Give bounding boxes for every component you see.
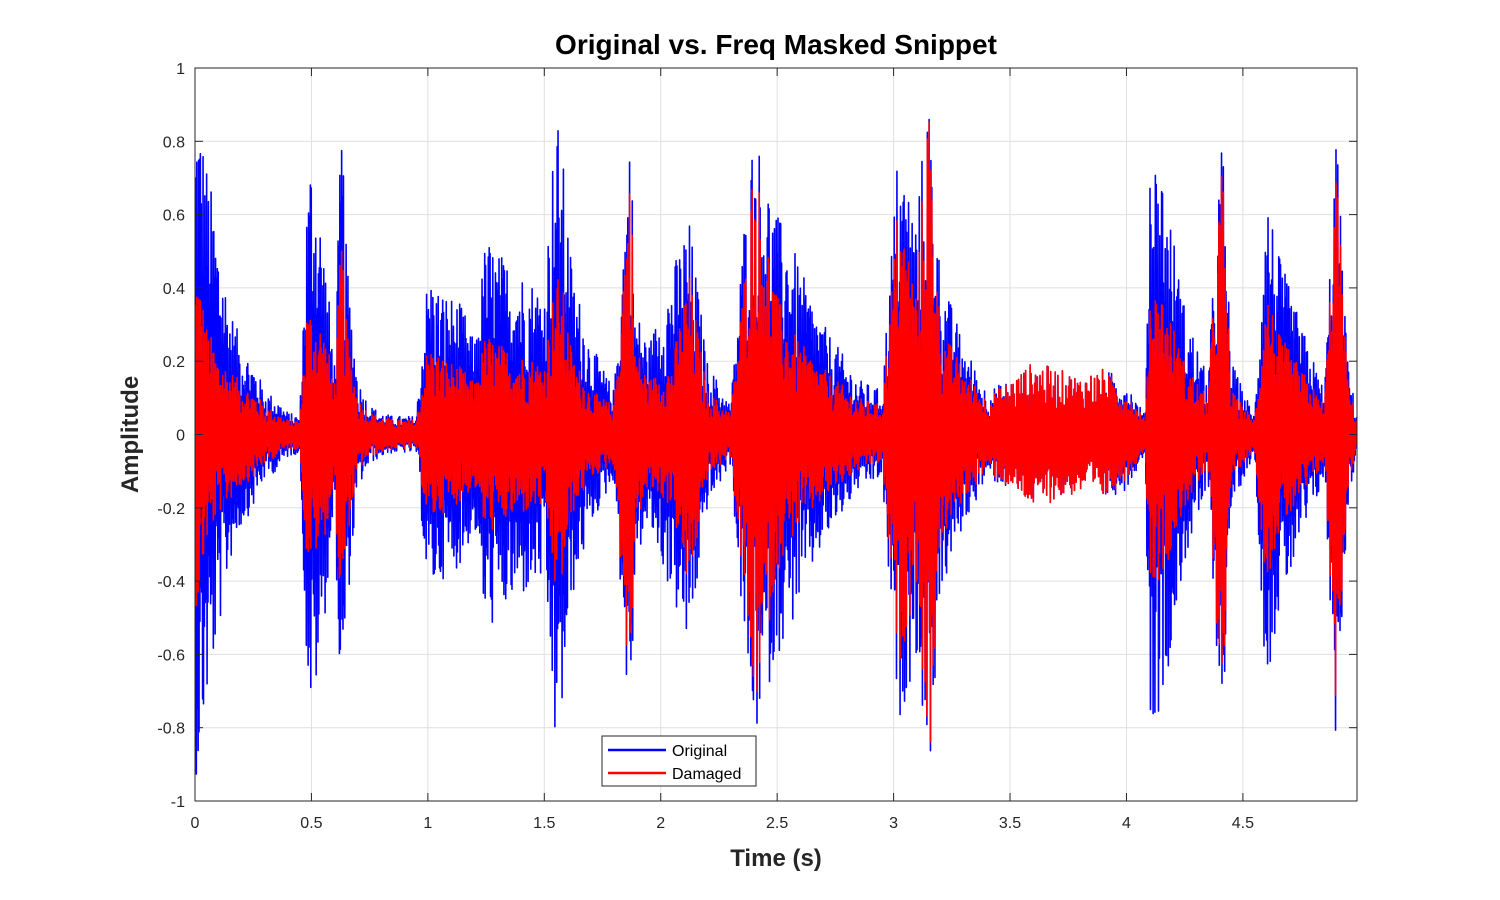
y-tick-label: 1 — [176, 61, 185, 78]
legend-label-original: Original — [672, 743, 727, 760]
y-axis-label: Amplitude — [117, 376, 144, 493]
x-tick-label: 0.5 — [300, 815, 322, 832]
y-tick-label: -0.4 — [157, 574, 185, 591]
x-tick-label: 2.5 — [766, 815, 788, 832]
y-tick-label: 0 — [176, 428, 185, 445]
x-tick-label: 1.5 — [533, 815, 555, 832]
x-tick-label: 3 — [889, 815, 898, 832]
y-tick-label: 0.4 — [163, 281, 185, 298]
x-tick-label: 2 — [656, 815, 665, 832]
series-line-damaged — [195, 121, 1357, 743]
y-tick-label: -0.2 — [157, 501, 185, 518]
legend: Original Damaged — [601, 735, 757, 787]
y-tick-label: 0.6 — [163, 208, 185, 225]
x-tick-label: 3.5 — [999, 815, 1021, 832]
y-tick-label: 0.8 — [163, 134, 185, 151]
series-group — [195, 118, 1357, 775]
y-tick-label: 0.2 — [163, 354, 185, 371]
legend-box — [601, 735, 757, 787]
axis-ticks: 0 0.5 1 1.5 2 2.5 3 3.5 4 4.5 -1 -0.8 -0.6 -0.4 -0.2 0 0… — [157, 61, 1357, 832]
chart-title: Original vs. Freq Masked Snippet — [555, 29, 997, 60]
y-tick-label: -0.8 — [157, 721, 185, 738]
x-tick-label: 0 — [191, 815, 200, 832]
x-tick-label: 4.5 — [1232, 815, 1254, 832]
legend-label-damaged: Damaged — [672, 766, 741, 783]
y-tick-label: -0.6 — [157, 647, 185, 664]
y-tick-label: -1 — [171, 794, 185, 811]
x-tick-label: 4 — [1122, 815, 1131, 832]
x-axis-label: Time (s) — [730, 845, 822, 872]
x-tick-label: 1 — [423, 815, 432, 832]
